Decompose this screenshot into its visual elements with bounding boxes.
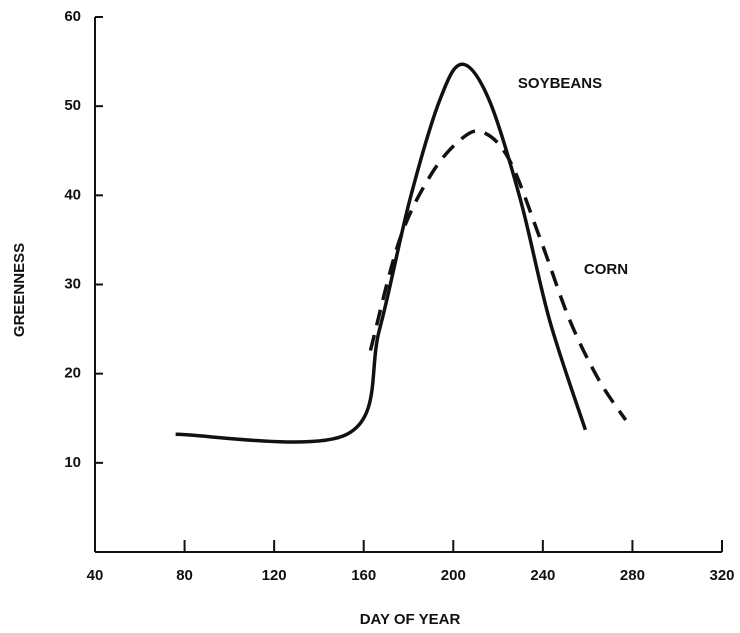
x-tick-label: 240 [530,567,555,584]
x-tick-label: 120 [262,567,287,584]
y-tick-label: 50 [64,97,81,114]
x-tick-label: 280 [620,567,645,584]
x-tick-label: 200 [441,567,466,584]
y-tick-label: 60 [64,8,81,25]
y-axis-label: GREENNESS [11,243,28,337]
y-tick-label: 10 [64,454,81,471]
series-line [368,129,628,422]
series-label: SOYBEANS [518,75,602,92]
x-tick-label: 320 [709,567,734,584]
series-label: CORN [584,261,628,278]
series-line [175,62,588,444]
y-tick-label: 30 [64,275,81,292]
x-axis-label: DAY OF YEAR [360,611,461,628]
y-tick-label: 40 [64,186,81,203]
x-tick-label: 80 [176,567,193,584]
y-tick-label: 20 [64,365,81,382]
x-tick-label: 160 [351,567,376,584]
x-tick-label: 40 [87,567,104,584]
